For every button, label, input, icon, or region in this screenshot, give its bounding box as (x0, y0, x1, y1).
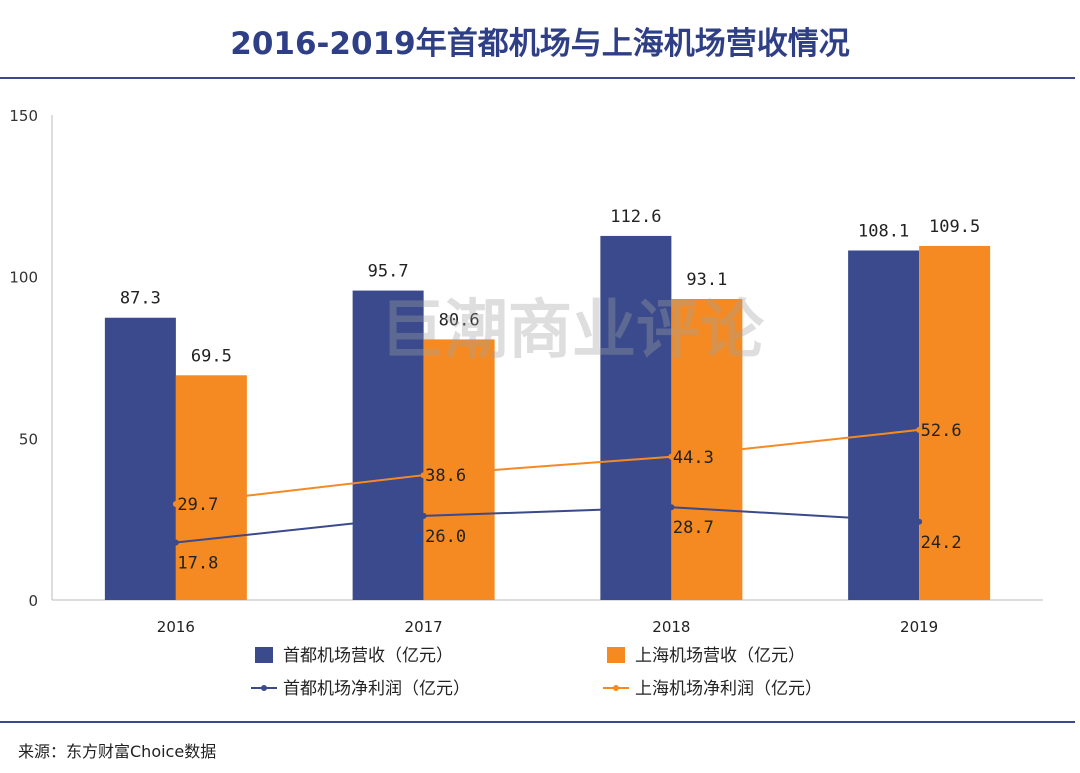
bar-capital-revenue (600, 235, 672, 600)
bar-shanghai-revenue (175, 375, 247, 600)
line-point (420, 472, 427, 479)
y-tick-label: 150 (9, 107, 38, 125)
bar-shanghai-revenue (423, 339, 495, 600)
y-tick-label: 50 (19, 430, 38, 448)
bar-data-label: 93.1 (686, 270, 727, 290)
line-capital-profit (175, 506, 920, 544)
legend-swatch (255, 647, 273, 663)
bar-data-label: 95.7 (368, 262, 409, 282)
legend-label: 首都机场净利润（亿元） (283, 679, 470, 699)
watermark: 巨潮商业评论 (380, 294, 765, 368)
bar-capital-revenue (104, 317, 176, 600)
bar-shanghai-revenue (919, 245, 991, 600)
y-tick-label: 100 (9, 269, 38, 287)
bar-data-label: 112.6 (610, 207, 661, 227)
line-point (916, 426, 923, 433)
bar-data-label: 108.1 (858, 221, 909, 241)
bar-data-label: 69.5 (191, 346, 232, 366)
line-point (916, 518, 923, 525)
line-data-label: 29.7 (177, 495, 218, 515)
source-note: 来源：东方财富Choice数据 (18, 742, 217, 761)
bar-data-label: 80.6 (439, 310, 480, 330)
x-tick-label: 2019 (900, 618, 938, 636)
legend-label: 上海机场净利润（亿元） (635, 679, 822, 699)
footer-divider (0, 721, 1075, 723)
line-point (668, 453, 675, 460)
x-tick-label: 2017 (405, 618, 443, 636)
line-data-label: 44.3 (673, 448, 714, 468)
line-data-label: 52.6 (921, 421, 962, 441)
x-tick-label: 2016 (157, 618, 195, 636)
chart-title: 2016-2019年首都机场与上海机场营收情况 (230, 26, 850, 62)
line-data-label: 38.6 (425, 466, 466, 486)
line-point (172, 500, 179, 507)
y-tick-label: 0 (28, 592, 38, 610)
bar-data-label: 109.5 (929, 217, 980, 237)
legend-marker (261, 685, 267, 691)
bar-capital-revenue (352, 290, 424, 600)
line-point (420, 512, 427, 519)
title-divider (0, 77, 1075, 79)
line-data-label: 28.7 (673, 518, 714, 538)
line-data-label: 24.2 (921, 533, 962, 553)
line-point (172, 539, 179, 546)
legend-label: 首都机场营收（亿元） (283, 646, 453, 666)
line-point (668, 504, 675, 511)
line-data-label: 26.0 (425, 527, 466, 547)
legend-label: 上海机场营收（亿元） (635, 646, 805, 666)
line-shanghai-profit (175, 428, 920, 505)
bar-capital-revenue (848, 250, 920, 600)
legend-swatch (607, 647, 625, 663)
line-data-label: 17.8 (177, 553, 218, 573)
x-tick-label: 2018 (652, 618, 690, 636)
legend-marker (613, 685, 619, 691)
bar-data-label: 87.3 (120, 289, 161, 309)
